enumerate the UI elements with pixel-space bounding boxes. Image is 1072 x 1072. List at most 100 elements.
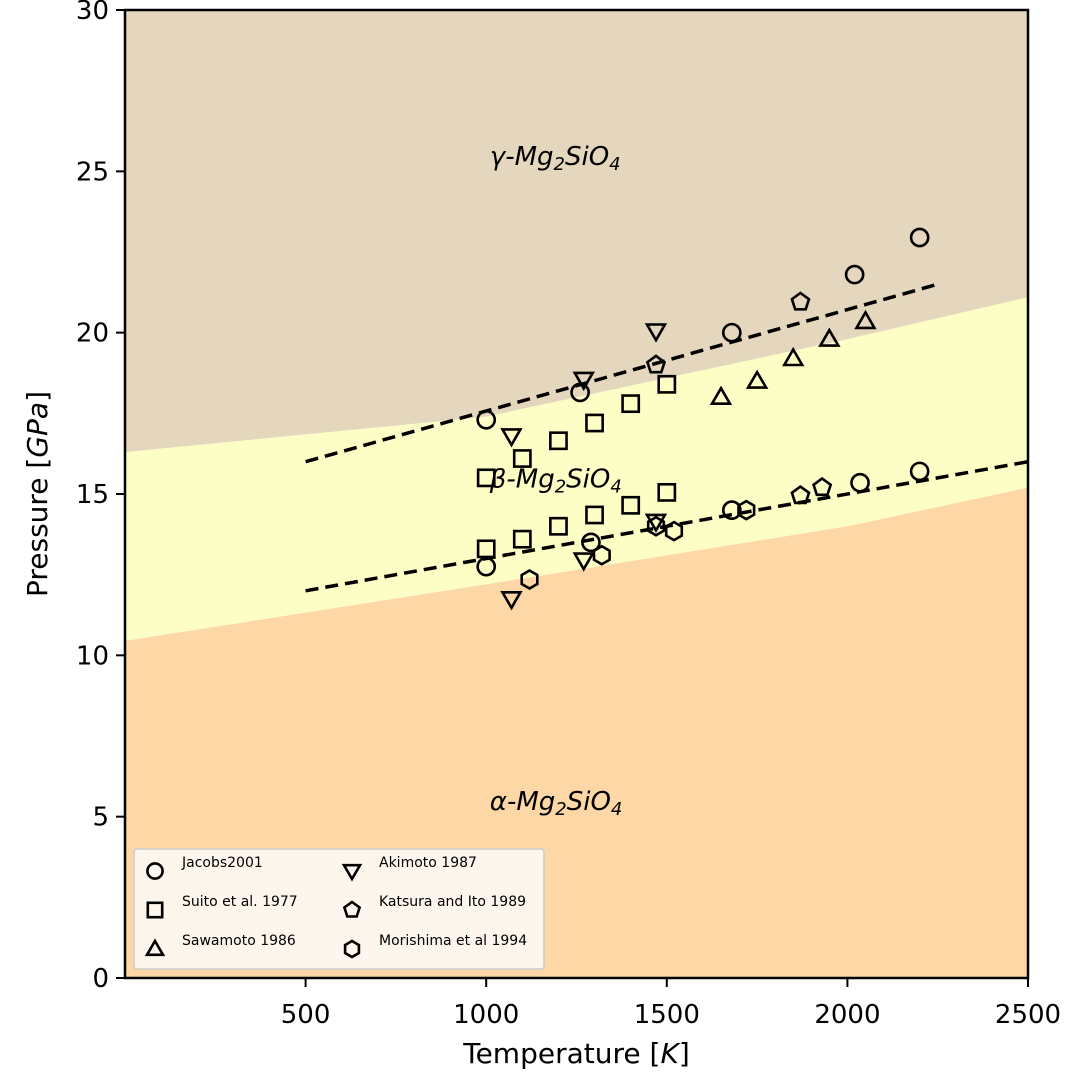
legend-box [133,848,545,970]
square-marker [512,449,532,468]
square-marker [585,413,604,433]
square-marker [657,374,677,394]
legend-label: Sawamoto 1986 [182,933,296,949]
y-tick-label: 0 [92,964,109,994]
legend-square-icon [146,901,164,919]
dashed-line-1 [305,282,939,464]
x-axis-label: Temperature [K] [462,1037,690,1070]
alpha-region-label: α-Mg2SiO4 [490,787,623,820]
triangle-up-marker [709,385,733,406]
formula-part: α [490,787,507,817]
formula-subscript: 2 [555,799,566,820]
hexagon-marker [520,568,539,591]
legend-circle-icon [146,862,164,880]
hexagon-marker [664,520,684,542]
formula-part: SiO [566,465,610,495]
hexagon-marker [592,544,611,566]
triangle-down-marker [572,552,595,572]
circle-marker [844,264,865,285]
square-marker [549,431,568,451]
x-tick-label: 500 [281,1000,331,1030]
legend-items: Jacobs2001 Suito et al. 1977 Sawamoto 1986… [144,855,527,959]
x-tick-label: 1500 [634,1000,700,1030]
legend-triangle-down-icon [341,863,363,882]
square-marker [621,495,641,515]
triangle-down-marker [644,513,668,533]
legend-label: Suito et al. 1977 [182,894,298,910]
y-tick-label: 20 [76,319,109,349]
y-tick-label: 5 [92,803,109,833]
circle-marker [721,500,742,520]
formula-part: SiO [567,787,611,817]
formula-part: -Mg [505,142,553,172]
formula-subscript: 4 [610,476,621,497]
beta-region-label: β-Mg2SiO4 [489,465,622,498]
series-pentagon [645,291,833,505]
triangle-up-marker [818,327,841,347]
y-tick-label: 25 [76,157,109,187]
x-axis-ticks: 500 1000 1500 2000 2500 [281,978,1061,1030]
x-tick-label: 2000 [814,1000,880,1030]
series-triangle-up [709,309,877,406]
triangle-down-marker [644,323,668,343]
formula-subscript: 2 [554,153,565,174]
y-axis-label-text: Pressure [ [21,458,54,597]
formula-part: -Mg [507,787,555,817]
square-marker [657,482,677,502]
beta-phase-region [125,297,1028,641]
circle-marker [850,472,870,493]
pentagon-marker [790,484,811,505]
circle-marker [909,461,930,482]
formula-part: -Mg [506,465,554,495]
x-axis-label-text: Temperature [ [462,1037,660,1070]
legend: Jacobs2001 Suito et al. 1977 Sawamoto 1986… [133,848,545,970]
x-tick-label: 2500 [995,1000,1061,1030]
y-tick-label: 30 [76,0,109,26]
pentagon-marker [645,354,667,374]
y-tick-label: 10 [76,641,109,671]
legend-label: Morishima et al 1994 [379,933,527,949]
triangle-up-marker [782,346,805,367]
legend-triangle-up-icon [144,938,166,957]
formula-part: β [489,465,507,495]
y-axis-ticks: 0 5 10 15 20 25 30 [76,0,125,994]
hexagon-marker [646,515,666,537]
legend-label: Jacobs2001 [181,855,263,871]
square-marker [476,539,496,559]
legend-pentagon-icon [342,900,362,918]
formula-subscript: 2 [555,476,566,497]
formula-subscript: 4 [609,153,620,174]
square-marker [621,394,641,414]
legend-hexagon-icon [343,939,361,959]
triangle-down-marker [500,590,523,611]
legend-label: Katsura and Ito 1989 [379,894,526,910]
triangle-down-marker [572,371,595,392]
x-axis-label-close: ] [679,1037,690,1070]
legend-label: Akimoto 1987 [379,855,477,871]
square-marker [549,516,568,536]
circle-marker [476,409,497,430]
circle-marker [909,227,930,248]
triangle-up-marker [745,369,769,389]
hexagon-marker [737,499,756,521]
y-axis-label-close: ] [21,391,54,402]
square-marker [585,505,604,525]
series-triangle-down [500,323,668,611]
formula-subscript: 4 [611,799,622,820]
y-axis-label: Pressure [GPa] [21,391,54,597]
pentagon-marker [812,476,833,497]
square-marker [512,529,532,549]
formula-part: SiO [565,142,609,172]
formula-part: γ [490,142,507,172]
data-markers [476,227,930,611]
series-hexagon [520,499,756,591]
gamma-region-label: γ-Mg2SiO4 [490,142,621,175]
triangle-down-marker [500,428,523,448]
circle-marker [581,532,601,553]
y-axis-label-unit: GPa [21,402,54,458]
series-square [476,374,677,559]
circle-marker [721,322,742,343]
series-circle [476,227,930,577]
